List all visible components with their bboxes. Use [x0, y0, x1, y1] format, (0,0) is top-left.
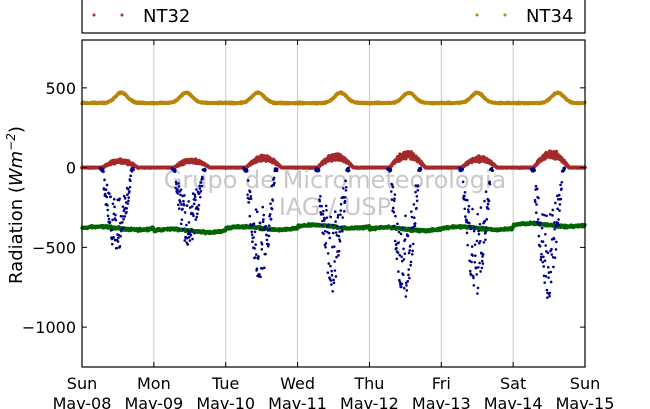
- legend-marker-nt34: [503, 13, 507, 17]
- watermark-line-2: IAG / USP: [279, 193, 391, 221]
- gridlines: [153, 40, 514, 367]
- legend-marker-nt32: [92, 13, 96, 17]
- legend-label-nt32: NT32: [143, 6, 190, 27]
- legend-marker-nt32: [120, 13, 124, 17]
- legend-label-nt34: NT34: [526, 6, 573, 27]
- legend-marker-nt34: [475, 13, 479, 17]
- data-series: [80, 90, 587, 299]
- legend-entry-nt32: NT32: [92, 6, 190, 27]
- legend-box: [81, 0, 586, 34]
- series-green-point: [367, 224, 371, 228]
- legend-entry-nt34: NT34: [475, 6, 573, 27]
- watermark-line-1: Grupo de Micrometeorologia: [164, 166, 506, 194]
- series-nt34: [80, 90, 587, 106]
